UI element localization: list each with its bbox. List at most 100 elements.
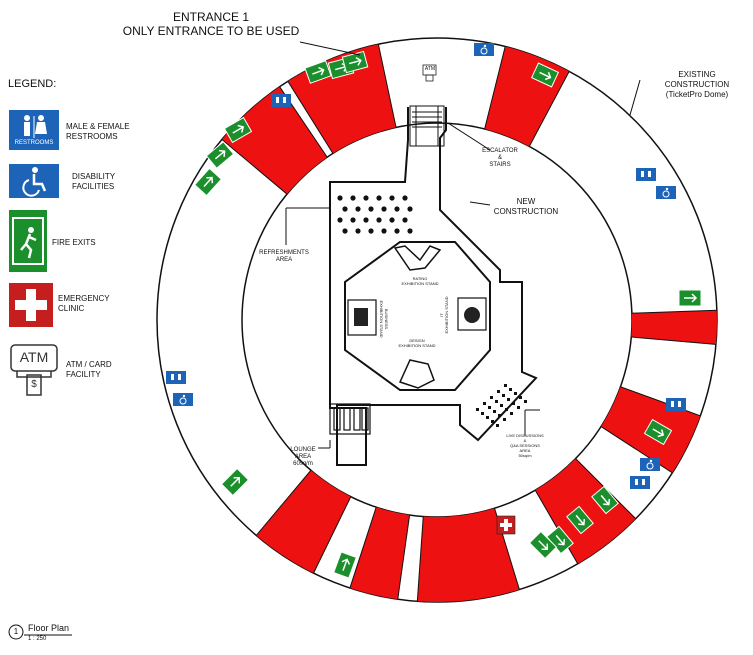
fire-exit-sign xyxy=(591,485,619,515)
chair xyxy=(510,412,513,415)
chair xyxy=(514,392,517,395)
clinic-icon xyxy=(9,283,53,327)
chair xyxy=(481,412,484,415)
it-stand-label: IT EXHIBITION STAND xyxy=(439,283,449,347)
rating-line1: RATING xyxy=(412,276,428,281)
table xyxy=(368,206,374,212)
chair xyxy=(491,420,494,423)
wheelchair-icon xyxy=(22,167,47,197)
restroom-small-icon xyxy=(636,168,656,181)
existing-line3: (TicketPro Dome) xyxy=(665,90,729,99)
chair xyxy=(512,402,515,405)
restroom-small-icon xyxy=(166,371,186,384)
entrance-label: ENTRANCE 1 ONLY ENTRANCE TO BE USED xyxy=(96,10,326,38)
exit-signs xyxy=(193,50,702,579)
fire-exit-sign xyxy=(304,60,332,84)
escalator-label: ESCALATOR & STAIRS xyxy=(470,148,530,169)
discussions-label: LIVE DISCUSSIONS & Q&A SESSIONS AREA 50s… xyxy=(494,433,556,458)
new-construction-label: NEW CONSTRUCTION xyxy=(486,197,566,217)
table xyxy=(363,195,369,201)
table xyxy=(337,195,343,201)
fire-exit-sign xyxy=(341,50,369,74)
fire-exit-sign xyxy=(643,418,673,446)
chair xyxy=(507,398,510,401)
chair xyxy=(488,406,491,409)
escalator-line1: ESCALATOR xyxy=(482,148,518,154)
discussions-line4: AREA xyxy=(519,448,531,453)
ring-facility-icons xyxy=(166,43,686,489)
chair xyxy=(500,404,503,407)
design-line1: DESIGN xyxy=(409,338,425,343)
refreshments-label: REFRESHMENTS AREA xyxy=(250,250,318,264)
table xyxy=(337,217,343,223)
atm-machine-icon xyxy=(10,344,58,396)
restroom-small-icon xyxy=(666,398,686,411)
existing-construction-label: EXISTING CONSTRUCTION (TicketPro Dome) xyxy=(642,70,752,100)
table xyxy=(350,195,356,201)
fire-exit-sign xyxy=(566,505,594,535)
rating-stand-label: RATING EXHIBITION STAND xyxy=(388,276,452,286)
table xyxy=(363,217,369,223)
table xyxy=(394,228,400,234)
chair xyxy=(497,390,500,393)
fire-exit-sign xyxy=(678,289,702,307)
legend-clinic-line2: CLINIC xyxy=(58,304,85,313)
design-line2: EXHIBITION STAND xyxy=(398,343,436,348)
rating-line2: EXHIBITION STAND xyxy=(401,281,439,286)
table xyxy=(407,206,413,212)
refreshment-tables xyxy=(337,195,413,234)
restroom-figures-icon xyxy=(24,115,47,138)
chair xyxy=(496,424,499,427)
chair xyxy=(504,384,507,387)
chair xyxy=(483,402,486,405)
exit-sector xyxy=(249,319,438,582)
refreshments-line2: AREA xyxy=(275,257,293,263)
design-stand-label: DESIGN EXHIBITION STAND xyxy=(385,338,449,348)
disability-small-icon xyxy=(656,186,676,199)
refreshments-line1: REFRESHMENTS xyxy=(259,250,309,256)
discussions-line5: 50sq/m xyxy=(518,453,532,458)
atm-small-icon xyxy=(422,64,437,82)
atm-icon-symbol: $ xyxy=(31,379,37,390)
fire-exit-sign xyxy=(530,62,560,88)
chair xyxy=(495,400,498,403)
atm-small-label: ATM xyxy=(424,66,436,72)
atm-icon: ATM $ xyxy=(9,343,61,397)
legend-atm-text: ATM / CARD FACILITY xyxy=(66,360,112,380)
table xyxy=(368,228,374,234)
atm-icon-label: ATM xyxy=(19,349,49,365)
table xyxy=(389,217,395,223)
new-construction-line2: CONSTRUCTION xyxy=(493,207,559,216)
floor-plan-title: Floor Plan xyxy=(28,623,70,633)
table xyxy=(355,206,361,212)
restroom-icon: RESTROOMS xyxy=(9,110,59,150)
legend-restrooms-text: MALE & FEMALE RESTROOMS xyxy=(66,122,130,142)
table xyxy=(402,217,408,223)
lounge-line2: AREA xyxy=(294,454,312,460)
business-line2: EXHIBITION STAND xyxy=(379,300,384,338)
legend-clinic-text: EMERGENCY CLINIC xyxy=(58,294,110,314)
fire-exit-icon xyxy=(9,210,47,272)
escalator-line3: STAIRS xyxy=(489,162,511,168)
lounge-line1: LOUNGE xyxy=(290,447,316,453)
chair xyxy=(517,406,520,409)
restroom-icon-label: RESTROOMS xyxy=(14,140,54,146)
restroom-small-icon xyxy=(271,94,291,107)
fire-exit-sign xyxy=(223,116,253,144)
existing-line2: CONSTRUCTION xyxy=(664,80,730,89)
chair xyxy=(503,418,506,421)
exit-sector xyxy=(416,319,523,602)
floor-plan-number: 1 xyxy=(13,627,19,636)
chair xyxy=(502,394,505,397)
fire-exit-sign xyxy=(528,530,558,560)
legend-clinic-line1: EMERGENCY xyxy=(58,294,110,303)
entrance-line1: ENTRANCE 1 xyxy=(172,10,249,24)
floor-plan-scale: 1 : 250 xyxy=(28,636,47,642)
table xyxy=(350,217,356,223)
table xyxy=(342,206,348,212)
table xyxy=(342,228,348,234)
table xyxy=(402,195,408,201)
it-line2: EXHIBITION STAND xyxy=(444,296,449,334)
fire-exit-sign xyxy=(220,467,250,497)
